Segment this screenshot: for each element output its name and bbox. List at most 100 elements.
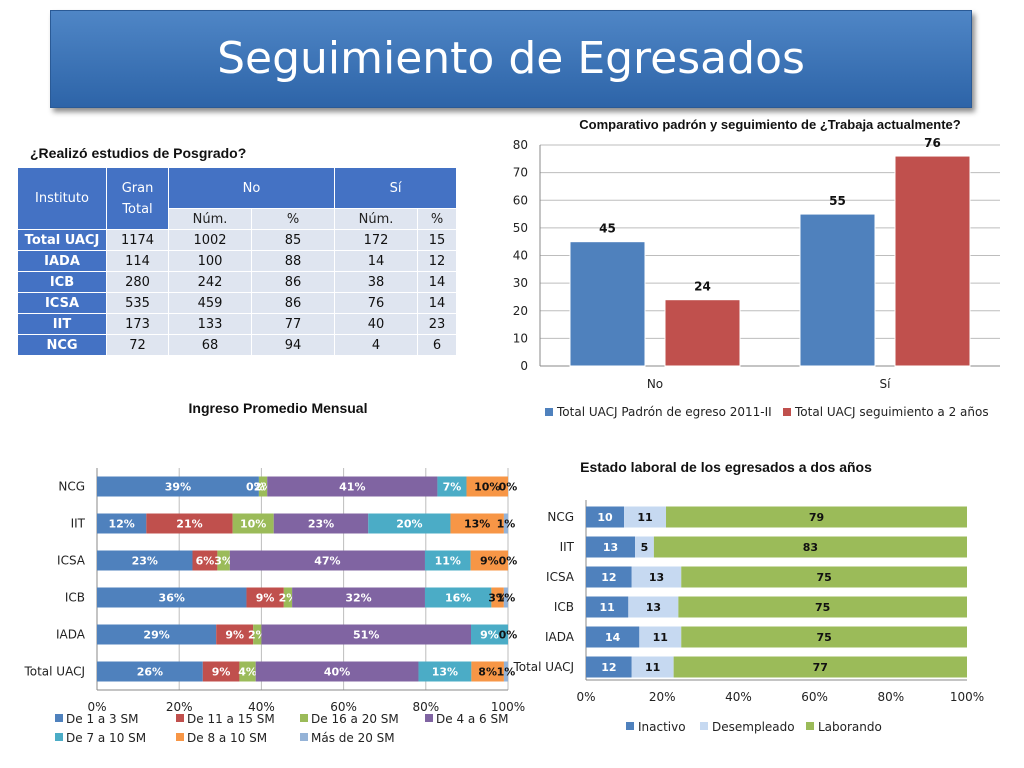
table-cell: 88	[251, 250, 335, 272]
subheader-pct-si: %	[417, 208, 457, 230]
data-label: 12%	[108, 518, 134, 531]
bar-segment	[586, 656, 632, 678]
data-label: 0%	[499, 481, 518, 494]
table-cell: 114	[106, 250, 169, 272]
bar-segment	[471, 624, 508, 645]
x-tick-label: 100%	[950, 690, 984, 704]
bar-segment	[653, 536, 967, 558]
data-label: 1%	[497, 666, 516, 679]
table-cell: 6	[417, 334, 457, 356]
data-label: 13%	[432, 666, 458, 679]
data-label: 41%	[339, 481, 365, 494]
bar-segment	[202, 661, 240, 682]
bar-segment	[503, 513, 508, 534]
x-tick-label: 80%	[412, 700, 439, 714]
bar-segment	[491, 587, 504, 608]
bar-segment	[253, 624, 262, 645]
row-header: IADA	[17, 250, 107, 272]
bar-segment	[239, 661, 256, 682]
table-cell: 280	[106, 271, 169, 293]
table-cell: 1174	[106, 229, 169, 251]
title-banner: Seguimiento de Egresados	[50, 10, 972, 108]
chart-title: Ingreso Promedio Mensual	[189, 400, 368, 416]
bar-segment	[368, 513, 451, 534]
bar-segment	[624, 506, 667, 528]
data-label: 10%	[240, 518, 266, 531]
y-tick-label: 30	[513, 276, 528, 290]
data-label: 5	[641, 541, 649, 554]
table-cell: 173	[106, 313, 169, 335]
bar-segment	[97, 587, 247, 608]
bar-segment	[418, 661, 472, 682]
bar	[664, 299, 741, 367]
y-tick-label: 40	[513, 249, 528, 263]
x-tick-label: No	[647, 377, 663, 391]
bar-segment	[97, 624, 217, 645]
posgrado-title: ¿Realizó estudios de Posgrado?	[30, 145, 247, 161]
y-tick-label: NCG	[58, 480, 85, 494]
data-label: 79	[809, 511, 824, 524]
data-label: 39%	[165, 481, 191, 494]
legend-label: De 16 a 20 SM	[311, 712, 399, 726]
bar-segment	[229, 550, 425, 571]
x-tick-label: 40%	[248, 700, 275, 714]
table-cell: 68	[168, 334, 252, 356]
subheader-pct-no: %	[251, 208, 335, 230]
bar-segment	[586, 506, 625, 528]
data-label: 11	[600, 601, 615, 614]
bar-segment	[471, 661, 504, 682]
bar-segment	[97, 476, 259, 497]
data-label: 20%	[396, 518, 422, 531]
y-tick-label: ICSA	[546, 570, 575, 584]
data-label: 11	[653, 631, 668, 644]
data-label: 36%	[159, 592, 185, 605]
bar-segment	[631, 656, 674, 678]
bar-segment	[586, 626, 640, 648]
data-label: 9%	[256, 592, 275, 605]
table-cell: 38	[334, 271, 418, 293]
table-cell: 86	[251, 292, 335, 314]
data-label: 1%	[497, 518, 516, 531]
data-label: 83	[803, 541, 818, 554]
legend-swatch	[425, 714, 433, 722]
data-label: 11%	[435, 555, 461, 568]
data-label: 3%	[214, 555, 233, 568]
legend-swatch	[545, 408, 553, 416]
data-label: 21%	[176, 518, 202, 531]
bar-segment	[424, 587, 492, 608]
table-cell: 77	[251, 313, 335, 335]
legend-label: Desempleado	[712, 720, 795, 734]
bar-segment	[628, 596, 679, 618]
table-row: ICB 280 242 86 38 14	[17, 271, 457, 293]
x-tick-label: 100%	[491, 700, 525, 714]
legend-label: De 7 a 10 SM	[66, 731, 146, 745]
bar-segment	[267, 476, 438, 497]
legend-label: Laborando	[818, 720, 882, 734]
row-header: NCG	[17, 334, 107, 356]
table-cell: 72	[106, 334, 169, 356]
y-tick-label: Total UACJ	[23, 665, 85, 679]
row-header: ICB	[17, 271, 107, 293]
data-label: 40%	[324, 666, 350, 679]
table-cell: 133	[168, 313, 252, 335]
legend-swatch	[783, 408, 791, 416]
bar	[799, 213, 876, 367]
y-tick-label: IIT	[560, 540, 575, 554]
bar-segment	[466, 476, 508, 497]
table-cell: 14	[417, 292, 457, 314]
bar-segment	[283, 587, 293, 608]
bar-segment	[681, 626, 967, 648]
data-label: 14	[605, 631, 621, 644]
table-cell: 94	[251, 334, 335, 356]
table-row: NCG 72 68 94 4 6	[17, 334, 457, 356]
trabaja-chart: Comparativo padrón y seguimiento de ¿Tra…	[513, 117, 1000, 419]
legend-label: Inactivo	[638, 720, 686, 734]
data-label: 12	[601, 571, 616, 584]
y-tick-label: Total UACJ	[512, 660, 574, 674]
table-row: IIT 173 133 77 40 23	[17, 313, 457, 335]
data-label: 10	[597, 511, 613, 524]
subheader-num-no: Núm.	[168, 208, 252, 230]
data-label: 13	[646, 601, 661, 614]
legend-label: De 11 a 15 SM	[187, 712, 275, 726]
